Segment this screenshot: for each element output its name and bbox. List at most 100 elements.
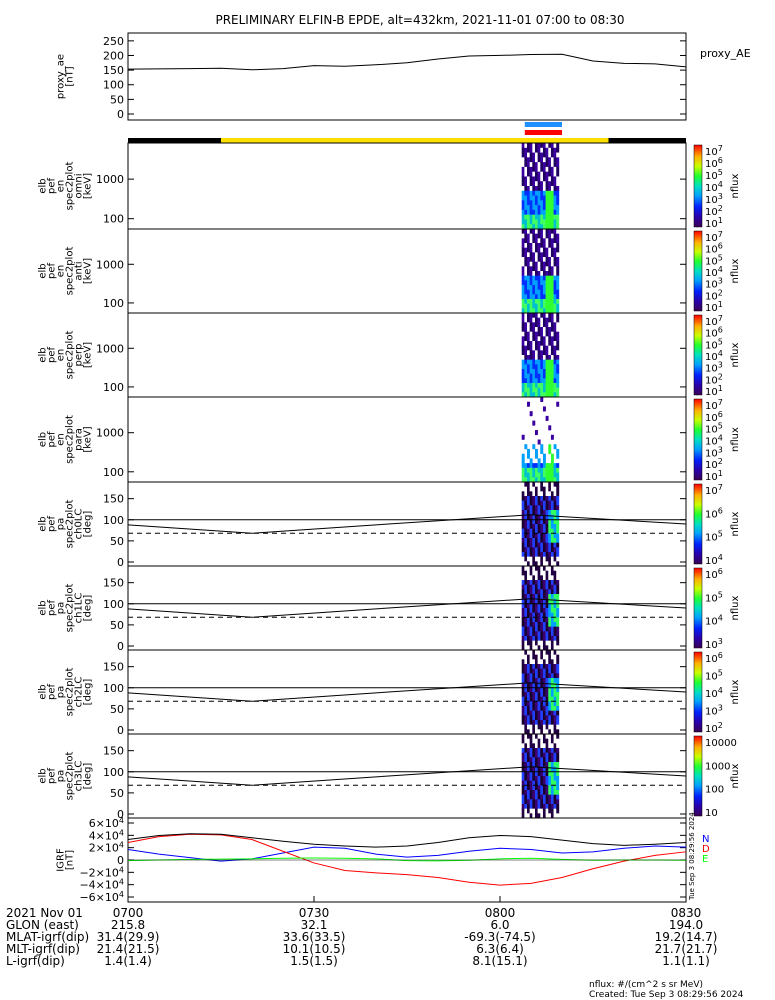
spectrogram-cell <box>556 580 560 585</box>
spectrogram-cell <box>527 617 530 623</box>
spectrogram-cell <box>542 331 546 337</box>
spectrogram-cell <box>534 294 538 300</box>
spectrogram-cell <box>537 229 541 234</box>
spectrogram-cell <box>553 566 557 571</box>
spectrogram-cell <box>521 771 525 777</box>
spectrogram-cell <box>524 580 528 585</box>
spectrogram-cell <box>556 552 560 557</box>
y-axis-label: elb <box>38 768 49 783</box>
spectrogram-cell <box>524 152 528 158</box>
spectrogram-cell <box>553 238 557 244</box>
spectrogram-cell <box>545 257 549 262</box>
annotation-row-label: MLAT-igrf(dip) <box>6 930 89 944</box>
spectrogram-cell <box>534 603 538 609</box>
spectrogram-cell <box>534 542 538 548</box>
spectrogram-cell <box>524 500 528 506</box>
spectrogram-cell <box>556 594 560 599</box>
spectrogram-cell <box>524 496 528 501</box>
spectrogram-cell <box>545 299 549 304</box>
spectrogram-cell <box>548 420 552 426</box>
spectrogram-cell <box>534 303 538 309</box>
spectrogram-cell <box>556 143 560 149</box>
spectrogram-cell <box>542 561 546 567</box>
spectrogram-cell <box>537 729 541 735</box>
spectrogram-cell <box>550 575 554 581</box>
y-axis-label: pef <box>47 600 58 617</box>
spectrogram-cell <box>532 692 536 697</box>
spectrogram-cell <box>545 275 549 281</box>
spectrogram-cell <box>534 355 538 360</box>
spectrogram-cell <box>548 608 552 613</box>
spectrogram-cell <box>537 200 541 206</box>
spectrogram-cell <box>529 176 533 182</box>
spectrogram-cell <box>527 724 530 730</box>
spectrogram-cell <box>537 626 541 632</box>
spectrogram-cell <box>542 195 546 201</box>
spectrogram-cell <box>550 636 554 641</box>
spectrogram-cell <box>548 294 552 300</box>
spectrogram-cell <box>540 603 544 609</box>
spectrogram-cell <box>556 561 560 567</box>
spectrogram-cell <box>540 528 544 534</box>
spectrogram-cell <box>527 692 530 697</box>
spectrogram-cell <box>550 804 554 809</box>
y-axis-label: en <box>56 349 67 362</box>
colorbar-tick-label: 10000 <box>705 738 737 749</box>
spectrogram-cell <box>521 383 525 388</box>
spectrogram-cell <box>529 673 533 679</box>
spectrogram-cell <box>534 257 538 262</box>
y-axis-label: elb <box>38 600 49 615</box>
spectrogram-cell <box>550 514 554 520</box>
spectrogram-cell <box>542 645 546 651</box>
spectrogram-cell <box>534 378 538 384</box>
spectrogram-cell <box>545 392 549 398</box>
spectrogram-cell <box>532 790 536 795</box>
spectrogram-cell <box>542 463 546 469</box>
spectrogram-cell <box>537 799 541 805</box>
spectrogram-cell <box>537 598 541 604</box>
spectrogram-cell <box>534 547 538 553</box>
spectrogram-cell <box>521 757 525 763</box>
y-axis-label: ch1LC <box>74 593 85 624</box>
spectrogram-cell <box>540 505 544 511</box>
spectrogram-cell <box>534 720 538 725</box>
spectrogram-cell <box>553 261 557 267</box>
spectrogram-cell <box>545 799 549 805</box>
spectrogram-cell <box>540 654 544 660</box>
spectrogram-cell <box>529 152 533 158</box>
spectrogram-cell <box>540 692 544 697</box>
spectrogram-cell <box>532 369 536 374</box>
colorbar-tick-label: 105 <box>705 530 723 544</box>
colorbar-tick-label: 102 <box>705 204 723 218</box>
y-axis-label: en <box>56 180 67 193</box>
spectrogram-cell <box>545 233 549 239</box>
spectrogram-cell <box>524 533 528 539</box>
spectrogram-cell <box>553 317 557 323</box>
spectrogram-cell <box>545 790 549 795</box>
spectrogram-cell <box>545 766 549 772</box>
annotation-value: 21.7(21.7) <box>655 942 718 956</box>
spectrogram-cell <box>527 664 530 669</box>
spectrogram-cell <box>527 790 530 795</box>
spectrogram-cell <box>553 692 557 697</box>
spectrogram-cell <box>527 317 530 323</box>
spectrogram-cell <box>521 434 525 440</box>
spectrogram-cell <box>545 387 549 393</box>
spectrogram-cell <box>550 500 554 506</box>
spectrogram-cell <box>542 612 546 618</box>
spectrogram-cell <box>537 341 541 346</box>
spectrogram-cell <box>527 369 530 374</box>
spectrogram-cell <box>556 327 560 332</box>
spectrogram-cell <box>545 345 549 351</box>
spectrogram-cell <box>524 285 528 290</box>
spectrogram-cell <box>556 687 560 693</box>
spectrogram-cell <box>548 444 552 450</box>
spectrogram-cell <box>521 205 525 211</box>
spectrogram-cell <box>521 715 525 721</box>
spectrogram-cell <box>532 710 536 716</box>
panel-ch3LC: 150100500elbpefpaspec2plotch3LC[deg]1000… <box>38 733 741 821</box>
spectrogram-cell <box>537 678 541 683</box>
spectrogram-cell <box>521 542 525 548</box>
spectrogram-cell <box>545 519 549 525</box>
spectrogram-cell <box>553 538 557 543</box>
